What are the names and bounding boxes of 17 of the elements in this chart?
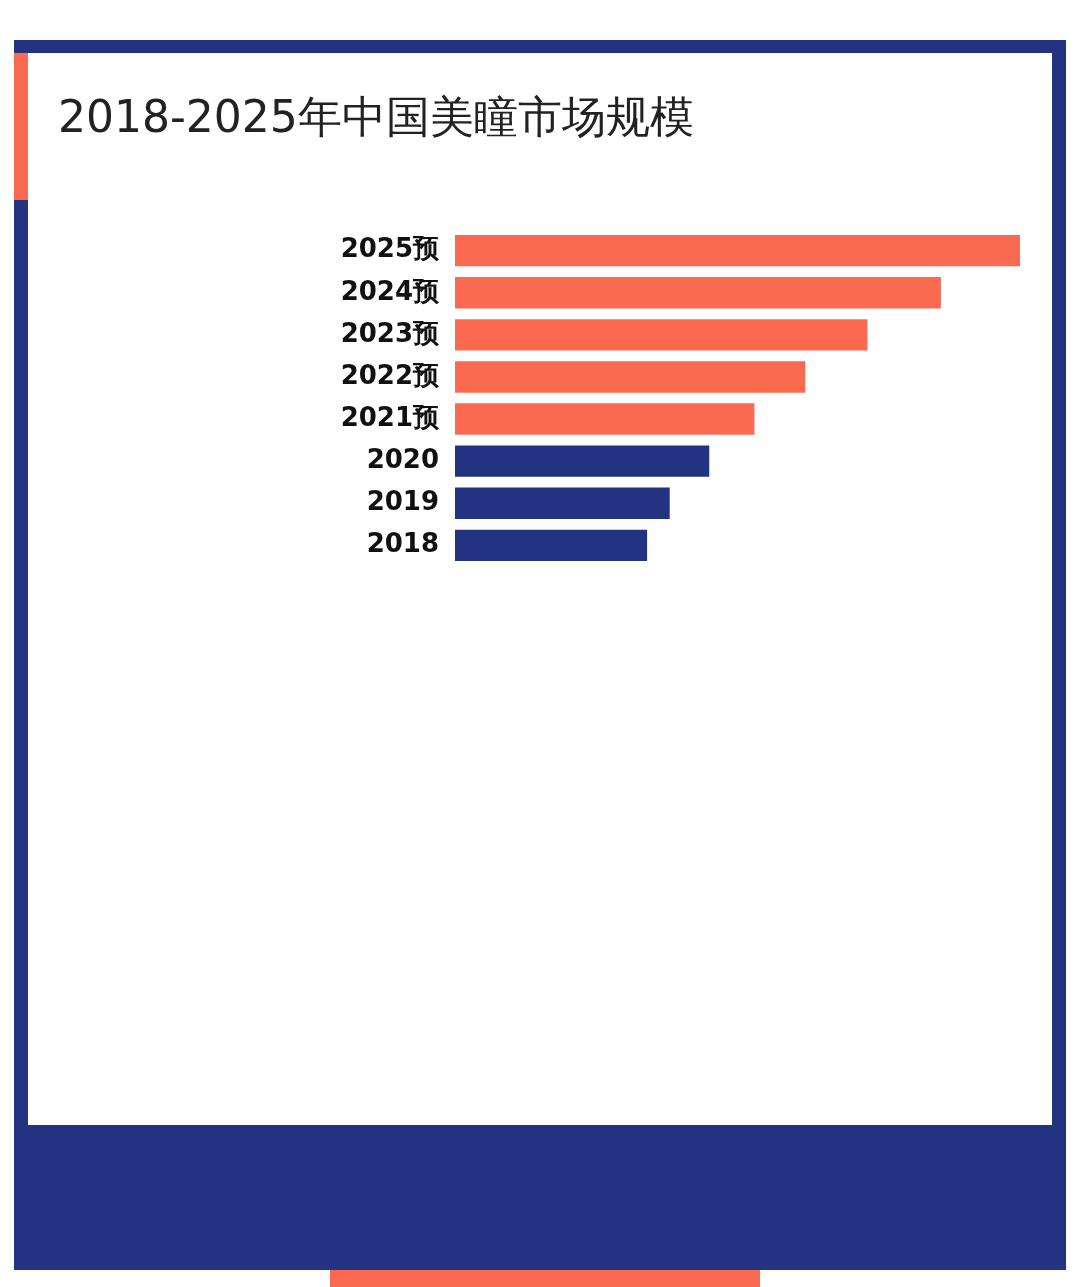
y-tick-label: 2025预 — [340, 233, 439, 264]
bar — [455, 319, 868, 351]
chart-title: 2018-2025年中国美瞳市场规模 — [58, 90, 694, 144]
y-tick-label: 2021预 — [340, 401, 439, 432]
y-tick-label: 2020 — [366, 443, 439, 474]
bar — [455, 445, 710, 477]
y-tick-label: 2018 — [366, 528, 439, 559]
y-tick-label: 2019 — [366, 486, 439, 516]
bar — [455, 277, 941, 309]
bar — [455, 487, 670, 519]
bar — [455, 234, 1020, 267]
bar — [455, 403, 755, 435]
y-tick-label: 2023预 — [340, 317, 439, 348]
bar — [455, 361, 806, 393]
y-tick-label: 2024预 — [340, 275, 439, 306]
y-tick-label: 2022预 — [340, 359, 439, 390]
bar — [455, 529, 648, 562]
